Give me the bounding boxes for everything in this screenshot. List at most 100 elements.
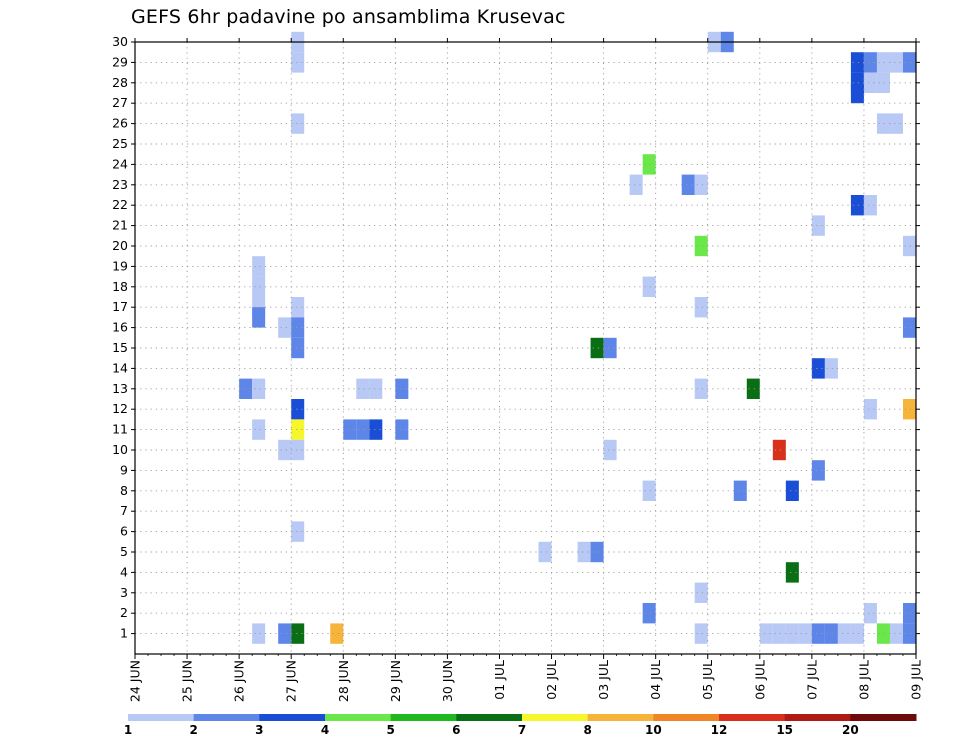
data-cell: [278, 439, 292, 461]
data-cell: [811, 460, 825, 481]
data-cell: [252, 419, 266, 440]
data-cell: [694, 582, 708, 603]
data-cell: [694, 174, 708, 195]
x-tick-label: 06 JUL: [752, 660, 767, 700]
data-cell: [811, 623, 825, 644]
data-cell: [850, 623, 864, 644]
y-tick-label: 3: [120, 585, 128, 600]
x-tick-label: 29 JUN: [388, 660, 403, 702]
data-cell: [278, 623, 292, 644]
data-cell: [603, 337, 617, 359]
data-cell: [772, 623, 786, 644]
data-cell: [902, 623, 916, 644]
data-cell: [252, 276, 266, 297]
data-cell: [291, 399, 305, 420]
y-tick-label: 16: [112, 320, 128, 335]
y-tick-label: 27: [112, 95, 128, 110]
data-cell: [642, 603, 656, 624]
legend-label: 3: [255, 723, 263, 737]
y-tick-label: 28: [112, 75, 128, 90]
data-cell: [291, 439, 305, 461]
y-tick-label: 9: [120, 462, 128, 477]
y-axis: 1234567891011121314151617181920212223242…: [112, 34, 920, 641]
y-tick-label: 12: [112, 401, 128, 416]
y-tick-label: 23: [112, 177, 128, 192]
data-cell: [694, 235, 708, 257]
data-cell: [876, 72, 890, 93]
y-tick-label: 19: [112, 258, 128, 273]
data-cell: [291, 419, 305, 440]
data-cell: [798, 623, 812, 644]
data-cell: [395, 378, 409, 399]
data-cell: [642, 154, 656, 175]
y-tick-label: 8: [120, 483, 128, 498]
y-tick-label: 22: [112, 197, 128, 212]
legend-label: 15: [776, 723, 793, 737]
x-tick-label: 09 JUL: [909, 660, 924, 700]
data-cell: [694, 378, 708, 399]
data-cell: [837, 623, 851, 644]
y-tick-label: 17: [112, 299, 128, 314]
data-cell: [811, 358, 825, 379]
y-tick-label: 6: [120, 524, 128, 539]
data-cell: [850, 195, 864, 216]
legend-swatch: [719, 714, 786, 721]
legend-label: 7: [518, 723, 526, 737]
legend-label: 20: [842, 723, 859, 737]
data-cell: [291, 623, 305, 644]
data-cell: [252, 307, 266, 328]
data-cell: [850, 52, 864, 73]
legend-label: 4: [321, 723, 329, 737]
x-axis: 24 JUN 25 JUN 26 JUN 27 JUN 28 JUN 29 JUN 30 J…: [128, 38, 924, 702]
legend-label: 12: [711, 723, 728, 737]
data-cell: [291, 337, 305, 359]
y-tick-label: 26: [112, 116, 128, 131]
data-cell: [876, 623, 890, 644]
data-cell: [395, 419, 409, 440]
y-tick-label: 7: [120, 503, 128, 518]
x-tick-label: 25 JUN: [180, 660, 195, 702]
data-cell: [772, 439, 786, 461]
data-cell: [902, 235, 916, 257]
y-tick-label: 5: [120, 544, 128, 559]
legend-swatch: [128, 714, 195, 721]
legend-label: 5: [386, 723, 394, 737]
x-tick-label: 27 JUN: [284, 660, 299, 702]
legend-swatch: [653, 714, 720, 721]
data-cell: [863, 603, 877, 624]
x-tick-label: 24 JUN: [128, 660, 143, 702]
data-cell: [291, 317, 305, 338]
y-tick-label: 2: [120, 605, 128, 620]
legend-label: 1: [124, 723, 132, 737]
data-cell: [811, 215, 825, 236]
data-cell: [785, 480, 799, 501]
chart-title: GEFS 6hr padavine po ansamblima Krusevac: [131, 6, 566, 28]
data-cell: [785, 623, 799, 644]
data-cell: [746, 378, 760, 399]
legend-swatch: [390, 714, 457, 721]
legend-swatch: [850, 714, 917, 721]
data-cell: [291, 113, 305, 134]
data-cell: [291, 521, 305, 542]
legend-swatch: [259, 714, 326, 721]
legend-label: 8: [583, 723, 591, 737]
data-cell: [824, 358, 838, 379]
data-cell: [577, 541, 591, 563]
data-cell: [759, 623, 773, 644]
data-cell: [239, 378, 253, 399]
legend-swatch: [325, 714, 392, 721]
x-tick-label: 02 JUL: [544, 660, 559, 700]
data-cell: [603, 439, 617, 461]
data-cell: [824, 623, 838, 644]
data-cell: [694, 297, 708, 318]
legend-swatch: [587, 714, 654, 721]
x-tick-label: 04 JUL: [648, 660, 663, 700]
x-tick-label: 07 JUL: [804, 660, 819, 700]
data-cell: [330, 623, 344, 644]
data-cell: [291, 297, 305, 318]
data-cell: [681, 174, 695, 195]
data-cell: [343, 419, 357, 440]
legend-label: 2: [189, 723, 197, 737]
data-cell: [785, 562, 799, 583]
